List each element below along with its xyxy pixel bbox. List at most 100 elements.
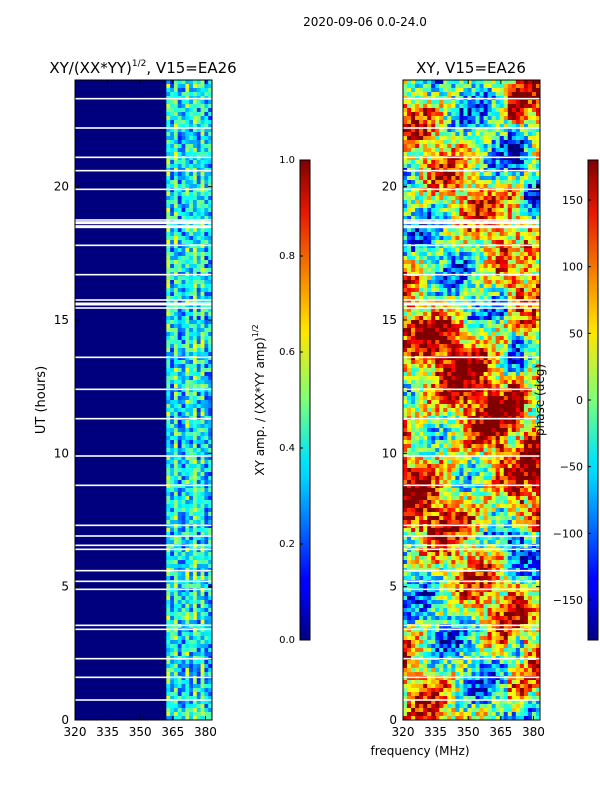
amplitude-cell [166,636,170,640]
phase-cell [419,336,423,340]
amplitude-cell [166,572,170,576]
phase-cell [423,176,427,180]
amplitude-cell [174,672,178,676]
phase-cell [419,324,423,328]
phase-cell [528,212,532,216]
amplitude-cell [197,80,201,84]
phase-cell [419,176,423,180]
amplitude-cell [170,312,174,316]
phase-cell [484,312,488,316]
phase-cell [443,232,447,236]
phase-cell [488,408,492,412]
amplitude-cell [201,100,205,104]
amplitude-cell [166,640,170,644]
phase-cell [427,260,431,264]
phase-cell [419,428,423,432]
amplitude-cell [178,320,182,324]
phase-cell [427,368,431,372]
phase-cell [407,140,411,144]
amplitude-cell [197,292,201,296]
amplitude-cell [189,372,193,376]
phase-cell [427,268,431,272]
phase-cell [463,368,467,372]
amplitude-cell [182,608,186,612]
phase-cell [411,372,415,376]
amplitude-cell [189,680,193,684]
amplitude-cell [178,264,182,268]
phase-cell [423,192,427,196]
phase-cell [419,312,423,316]
phase-cell [524,132,528,136]
phase-cell [500,284,504,288]
amplitude-cell [197,344,201,348]
amplitude-cell [170,160,174,164]
amplitude-cell [178,184,182,188]
phase-cell [496,404,500,408]
phase-cell [459,324,463,328]
phase-cell [419,376,423,380]
amplitude-cell [166,184,170,188]
phase-cell [427,384,431,388]
phase-cell [451,368,455,372]
amplitude-cell [166,172,170,176]
phase-cell [512,348,516,352]
amplitude-cell [166,480,170,484]
amplitude-cell [185,504,189,508]
phase-cell [419,164,423,168]
phase-cell [451,392,455,396]
amplitude-cell [178,88,182,92]
amplitude-cell [201,380,205,384]
amplitude-cell [197,252,201,256]
phase-cell [520,116,524,120]
amplitude-cell [178,708,182,712]
phase-cell [480,180,484,184]
phase-cell [423,164,427,168]
phase-cell [512,420,516,424]
phase-cell [532,240,536,244]
phase-cell [415,260,419,264]
phase-cell [467,228,471,232]
amplitude-cell [197,360,201,364]
phase-cell [443,360,447,364]
amplitude-cell [193,108,197,112]
phase-cell [403,164,407,168]
phase-cell [431,276,435,280]
amplitude-cell [170,620,174,624]
amplitude-cell [193,100,197,104]
phase-cell [403,340,407,344]
phase-cell [427,108,431,112]
phase-cell [455,92,459,96]
phase-cell [431,404,435,408]
amplitude-cell [201,672,205,676]
phase-cell [476,280,480,284]
phase-cell [516,412,520,416]
phase-cell [516,196,520,200]
phase-cell [516,276,520,280]
phase-cell [488,328,492,332]
amplitude-cell [204,620,208,624]
amplitude-cell [197,420,201,424]
amplitude-cell [185,400,189,404]
amplitude-cell [189,152,193,156]
amplitude-cell [201,404,205,408]
phase-cell [407,132,411,136]
phase-cell [520,140,524,144]
amplitude-cell [197,148,201,152]
phase-cell [512,148,516,152]
amplitude-cell [174,560,178,564]
phase-cell [447,276,451,280]
amplitude-cell [197,688,201,692]
amplitude-cell [193,660,197,664]
phase-cell [492,228,496,232]
amplitude-cell [166,292,170,296]
phase-cell [435,252,439,256]
phase-cell [500,252,504,256]
phase-cell [524,324,528,328]
amplitude-cell [178,316,182,320]
phase-cell [431,368,435,372]
data-gap-line [75,455,212,457]
phase-cell [407,344,411,348]
phase-cell [524,200,528,204]
amplitude-cell [166,668,170,672]
phase-cell [500,420,504,424]
